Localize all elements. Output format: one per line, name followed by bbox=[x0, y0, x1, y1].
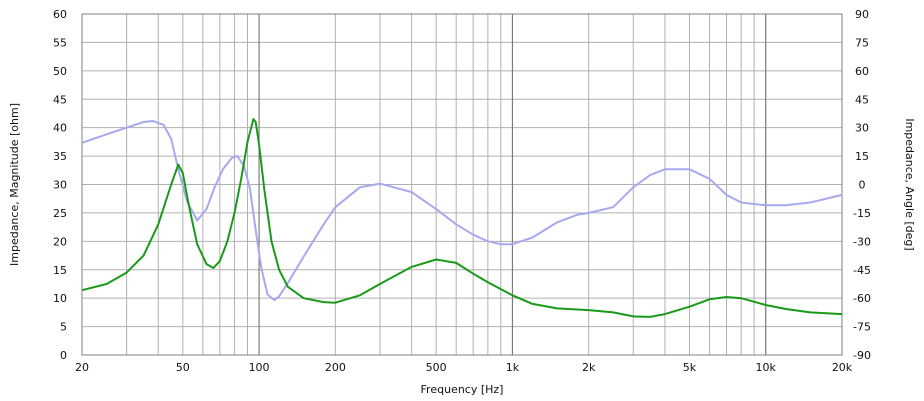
y-right-tick-label: 0 bbox=[859, 179, 866, 192]
y-left-tick-label: 60 bbox=[53, 8, 67, 21]
y-right-tick-label: 60 bbox=[855, 65, 869, 78]
y-right-tick-label: -45 bbox=[853, 264, 871, 277]
y-right-tick-label: 30 bbox=[855, 122, 869, 135]
x-tick-label: 2k bbox=[582, 361, 596, 374]
y-left-tick-label: 20 bbox=[53, 235, 67, 248]
y-left-tick-label: 5 bbox=[60, 321, 67, 334]
y-left-tick-label: 30 bbox=[53, 179, 67, 192]
y-left-tick-labels: 0 5 10 15 20 25 30 35 40 45 50 55 60 bbox=[53, 8, 67, 362]
impedance-angle-line bbox=[81, 120, 843, 302]
y-right-tick-label: -30 bbox=[853, 235, 871, 248]
plot-frame bbox=[81, 13, 843, 356]
y-left-tick-label: 45 bbox=[53, 93, 67, 106]
x-tick-label: 5k bbox=[683, 361, 697, 374]
y-right-axis-title: Impedance, Angle [deg] bbox=[903, 118, 916, 250]
y-right-tick-label: 45 bbox=[855, 93, 869, 106]
grid-minor bbox=[82, 13, 842, 356]
y-left-tick-label: 40 bbox=[53, 122, 67, 135]
x-tick-label: 20 bbox=[75, 361, 89, 374]
x-tick-label: 100 bbox=[249, 361, 270, 374]
y-left-tick-label: 15 bbox=[53, 264, 67, 277]
x-tick-label: 500 bbox=[426, 361, 447, 374]
y-right-tick-label: 90 bbox=[855, 8, 869, 21]
y-left-tick-label: 35 bbox=[53, 150, 67, 163]
x-tick-label: 1k bbox=[506, 361, 520, 374]
y-right-tick-label: -15 bbox=[853, 207, 871, 220]
y-left-tick-label: 50 bbox=[53, 65, 67, 78]
x-tick-label: 20k bbox=[832, 361, 853, 374]
x-tick-label: 10k bbox=[756, 361, 777, 374]
y-left-tick-label: 25 bbox=[53, 207, 67, 220]
y-right-tick-label: -60 bbox=[853, 292, 871, 305]
grid-major bbox=[258, 14, 767, 355]
series-layer bbox=[81, 118, 843, 318]
y-right-tick-label: 15 bbox=[855, 150, 869, 163]
y-left-axis-title: Impedance, Magnitude [ohm] bbox=[8, 103, 21, 266]
y-left-tick-label: 0 bbox=[60, 349, 67, 362]
x-tick-labels: 20 50 100 200 500 1k 2k 5k 10k 20k bbox=[75, 361, 853, 374]
x-axis-title: Frequency [Hz] bbox=[421, 383, 504, 396]
y-right-tick-label: 75 bbox=[855, 36, 869, 49]
y-left-tick-label: 55 bbox=[53, 36, 67, 49]
y-left-tick-label: 10 bbox=[53, 292, 67, 305]
y-right-tick-label: -90 bbox=[853, 349, 871, 362]
y-right-tick-labels: -90 -75 -60 -45 -30 -15 0 15 30 45 60 75 90 bbox=[853, 8, 871, 362]
impedance-magnitude-line bbox=[81, 118, 843, 318]
y-right-tick-label: -75 bbox=[853, 321, 871, 334]
x-tick-label: 50 bbox=[176, 361, 190, 374]
x-tick-label: 200 bbox=[325, 361, 346, 374]
